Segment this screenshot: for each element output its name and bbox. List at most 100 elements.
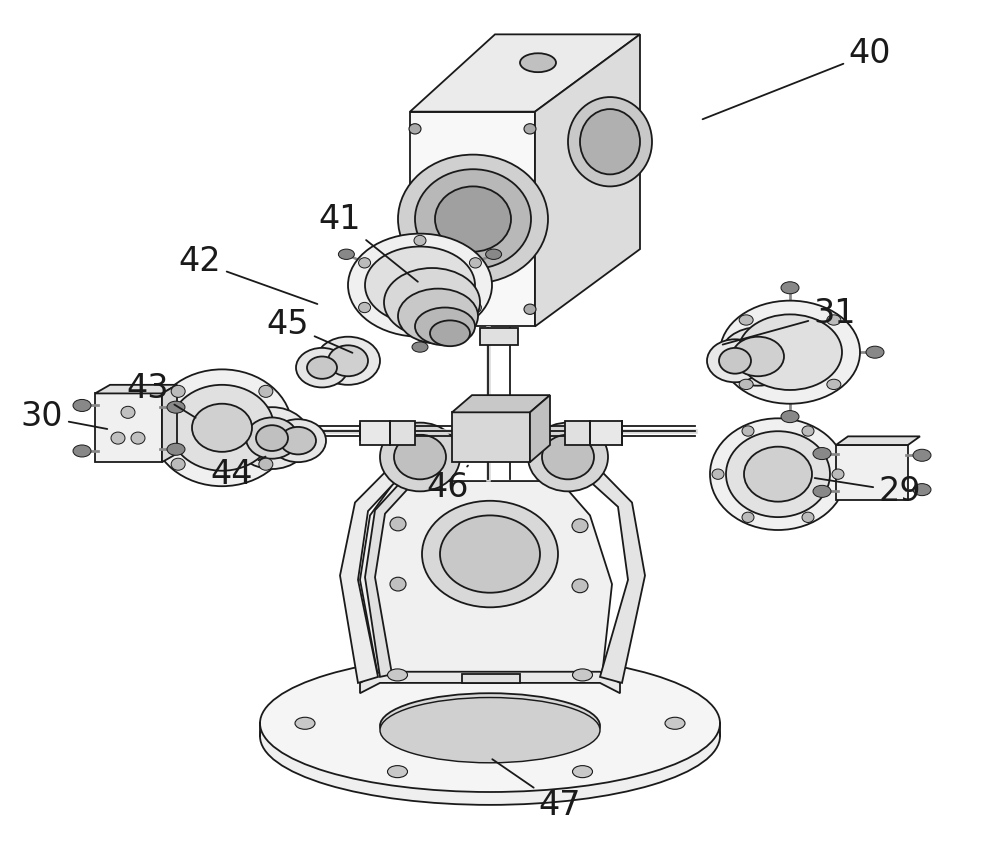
Ellipse shape xyxy=(234,407,310,469)
Ellipse shape xyxy=(192,404,252,452)
Polygon shape xyxy=(452,412,530,462)
Ellipse shape xyxy=(720,301,860,404)
Ellipse shape xyxy=(832,469,844,479)
Ellipse shape xyxy=(167,401,185,413)
Text: 29: 29 xyxy=(815,475,921,508)
Ellipse shape xyxy=(430,320,470,346)
Ellipse shape xyxy=(781,282,799,294)
Ellipse shape xyxy=(913,484,931,496)
Ellipse shape xyxy=(520,53,556,72)
Ellipse shape xyxy=(270,419,326,462)
Polygon shape xyxy=(836,436,920,445)
Ellipse shape xyxy=(781,411,799,423)
Text: 31: 31 xyxy=(723,297,856,344)
Ellipse shape xyxy=(726,431,830,517)
Polygon shape xyxy=(410,112,535,326)
Ellipse shape xyxy=(665,717,685,729)
Ellipse shape xyxy=(707,339,763,382)
Ellipse shape xyxy=(256,425,288,451)
Polygon shape xyxy=(836,445,908,500)
Ellipse shape xyxy=(398,289,478,344)
Polygon shape xyxy=(390,421,415,445)
Ellipse shape xyxy=(338,249,354,259)
Ellipse shape xyxy=(415,308,475,345)
Ellipse shape xyxy=(316,337,380,385)
Ellipse shape xyxy=(73,445,91,457)
Ellipse shape xyxy=(712,469,724,479)
Ellipse shape xyxy=(572,519,588,533)
Ellipse shape xyxy=(422,501,558,607)
Ellipse shape xyxy=(388,669,408,681)
Ellipse shape xyxy=(813,485,831,497)
Ellipse shape xyxy=(409,124,421,134)
Text: 47: 47 xyxy=(492,759,581,822)
Polygon shape xyxy=(360,421,390,445)
Ellipse shape xyxy=(390,517,406,531)
Ellipse shape xyxy=(744,447,812,502)
Text: 41: 41 xyxy=(319,203,418,282)
Ellipse shape xyxy=(572,579,588,593)
Ellipse shape xyxy=(866,346,884,358)
Ellipse shape xyxy=(380,423,460,491)
Ellipse shape xyxy=(542,435,594,479)
Text: 44: 44 xyxy=(211,457,266,490)
Polygon shape xyxy=(545,445,645,683)
Ellipse shape xyxy=(732,337,784,376)
Ellipse shape xyxy=(415,169,531,269)
Ellipse shape xyxy=(260,667,720,805)
Ellipse shape xyxy=(259,458,273,470)
Ellipse shape xyxy=(827,379,841,389)
Ellipse shape xyxy=(414,325,426,335)
Ellipse shape xyxy=(572,765,592,777)
Ellipse shape xyxy=(259,386,273,398)
Polygon shape xyxy=(535,34,640,326)
Polygon shape xyxy=(590,421,622,445)
Ellipse shape xyxy=(328,345,368,376)
Ellipse shape xyxy=(365,247,475,324)
Ellipse shape xyxy=(524,124,536,134)
Ellipse shape xyxy=(913,449,931,461)
Ellipse shape xyxy=(280,427,316,454)
Ellipse shape xyxy=(131,432,145,444)
Polygon shape xyxy=(95,385,177,393)
Polygon shape xyxy=(340,445,445,683)
Ellipse shape xyxy=(409,304,421,314)
Ellipse shape xyxy=(435,186,511,252)
Ellipse shape xyxy=(739,315,753,326)
Ellipse shape xyxy=(348,234,492,337)
Ellipse shape xyxy=(296,348,348,387)
Ellipse shape xyxy=(440,515,540,593)
Text: 46: 46 xyxy=(427,466,469,504)
Ellipse shape xyxy=(398,155,548,283)
Ellipse shape xyxy=(171,386,185,398)
Ellipse shape xyxy=(171,458,185,470)
Ellipse shape xyxy=(121,406,135,418)
Ellipse shape xyxy=(307,356,337,379)
Ellipse shape xyxy=(469,302,481,313)
Polygon shape xyxy=(162,385,177,462)
Ellipse shape xyxy=(720,327,796,386)
Polygon shape xyxy=(95,393,162,462)
Ellipse shape xyxy=(246,417,298,459)
Polygon shape xyxy=(462,674,520,683)
Ellipse shape xyxy=(394,435,446,479)
Ellipse shape xyxy=(73,399,91,411)
Ellipse shape xyxy=(802,512,814,522)
Ellipse shape xyxy=(390,577,406,591)
Ellipse shape xyxy=(742,426,754,436)
Ellipse shape xyxy=(568,97,652,186)
Ellipse shape xyxy=(827,315,841,326)
Ellipse shape xyxy=(813,448,831,460)
Text: 30: 30 xyxy=(21,400,107,433)
Polygon shape xyxy=(530,395,550,462)
Text: 43: 43 xyxy=(127,372,196,417)
Text: 42: 42 xyxy=(179,246,317,304)
Polygon shape xyxy=(360,672,620,693)
Ellipse shape xyxy=(167,443,185,455)
Ellipse shape xyxy=(380,693,600,758)
Ellipse shape xyxy=(384,268,480,337)
Polygon shape xyxy=(452,395,550,412)
Ellipse shape xyxy=(414,235,426,246)
Polygon shape xyxy=(360,481,612,676)
Ellipse shape xyxy=(387,765,407,777)
